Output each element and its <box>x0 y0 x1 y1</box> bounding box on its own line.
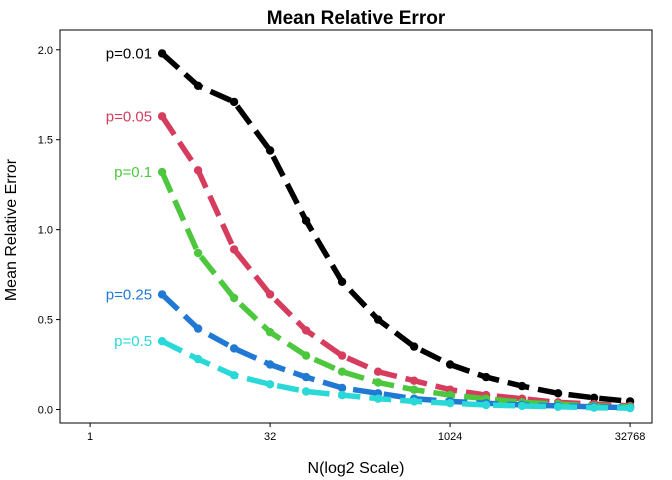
data-point <box>409 397 419 406</box>
y-axis-ticks: 0.0 0.5 1.0 1.5 2.0 <box>38 45 60 417</box>
data-point <box>517 401 527 411</box>
data-point <box>157 290 167 299</box>
data-point <box>373 394 383 403</box>
x-axis-label: N(log2 Scale) <box>307 460 405 477</box>
data-point <box>445 360 455 369</box>
data-point <box>229 344 239 353</box>
data-point <box>157 167 167 177</box>
data-point <box>301 387 311 396</box>
y-tick-label: 1.0 <box>38 225 53 237</box>
data-point <box>157 337 167 346</box>
x-tick-label: 1 <box>87 431 93 443</box>
data-point <box>409 342 419 351</box>
data-point <box>589 403 599 412</box>
data-point <box>229 371 239 380</box>
data-point <box>517 381 527 391</box>
data-point <box>265 328 275 337</box>
data-point <box>301 351 311 360</box>
data-point <box>337 390 347 400</box>
data-point <box>445 399 455 408</box>
series-labels: p=0.01 p=0.05 p=0.1 p=0.25 p=0.5 <box>106 45 152 350</box>
x-tick-label: 32 <box>264 431 276 443</box>
y-tick-label: 0.5 <box>38 315 53 327</box>
series-label: p=0.5 <box>114 333 152 350</box>
data-point <box>193 166 203 175</box>
series-label: p=0.05 <box>106 108 152 125</box>
data-point <box>193 81 203 91</box>
series-label: p=0.25 <box>106 286 152 303</box>
chart-title: Mean Relative Error <box>266 8 446 29</box>
data-point <box>193 248 203 258</box>
series-line <box>160 51 631 405</box>
data-point <box>625 403 635 413</box>
data-point <box>229 245 239 254</box>
data-point <box>337 367 347 376</box>
data-point <box>265 146 275 155</box>
data-point <box>301 372 311 382</box>
data-point <box>553 402 563 411</box>
data-point <box>337 277 347 286</box>
data-point <box>265 380 275 389</box>
y-tick-label: 2.0 <box>38 45 53 57</box>
data-point <box>337 351 347 360</box>
data-point <box>589 393 599 402</box>
data-point <box>265 360 275 369</box>
data-point <box>373 378 383 387</box>
data-point <box>481 372 491 382</box>
data-point <box>409 385 419 394</box>
series-layer <box>157 49 635 413</box>
data-point <box>301 326 311 335</box>
data-point <box>553 389 563 398</box>
series-line <box>159 114 631 409</box>
data-point <box>265 290 275 299</box>
series-p=0.05 <box>157 112 635 411</box>
x-axis-ticks: 1 32 1024 32768 <box>87 423 645 443</box>
series-label: p=0.1 <box>114 164 152 181</box>
y-axis-label: Mean Relative Error <box>3 158 20 302</box>
data-point <box>373 367 383 376</box>
data-point <box>157 112 167 121</box>
data-point <box>229 97 239 107</box>
y-tick-label: 0.0 <box>38 405 53 417</box>
data-point <box>301 216 311 225</box>
series-line <box>160 292 631 411</box>
data-point <box>481 400 491 410</box>
data-point <box>445 390 455 400</box>
data-point <box>229 293 239 303</box>
y-tick-label: 1.5 <box>38 135 53 147</box>
data-point <box>193 354 203 364</box>
plot-frame <box>59 29 653 424</box>
series-p=0.25 <box>157 290 635 412</box>
data-point <box>373 315 383 324</box>
series-p=0.5 <box>157 337 635 413</box>
x-tick-label: 32768 <box>615 431 646 443</box>
data-point <box>193 324 203 333</box>
series-p=0.01 <box>157 49 635 406</box>
data-point <box>157 49 167 58</box>
data-point <box>337 383 347 393</box>
data-point <box>409 376 419 385</box>
x-tick-label: 1024 <box>438 431 462 443</box>
series-label: p=0.01 <box>106 45 152 62</box>
